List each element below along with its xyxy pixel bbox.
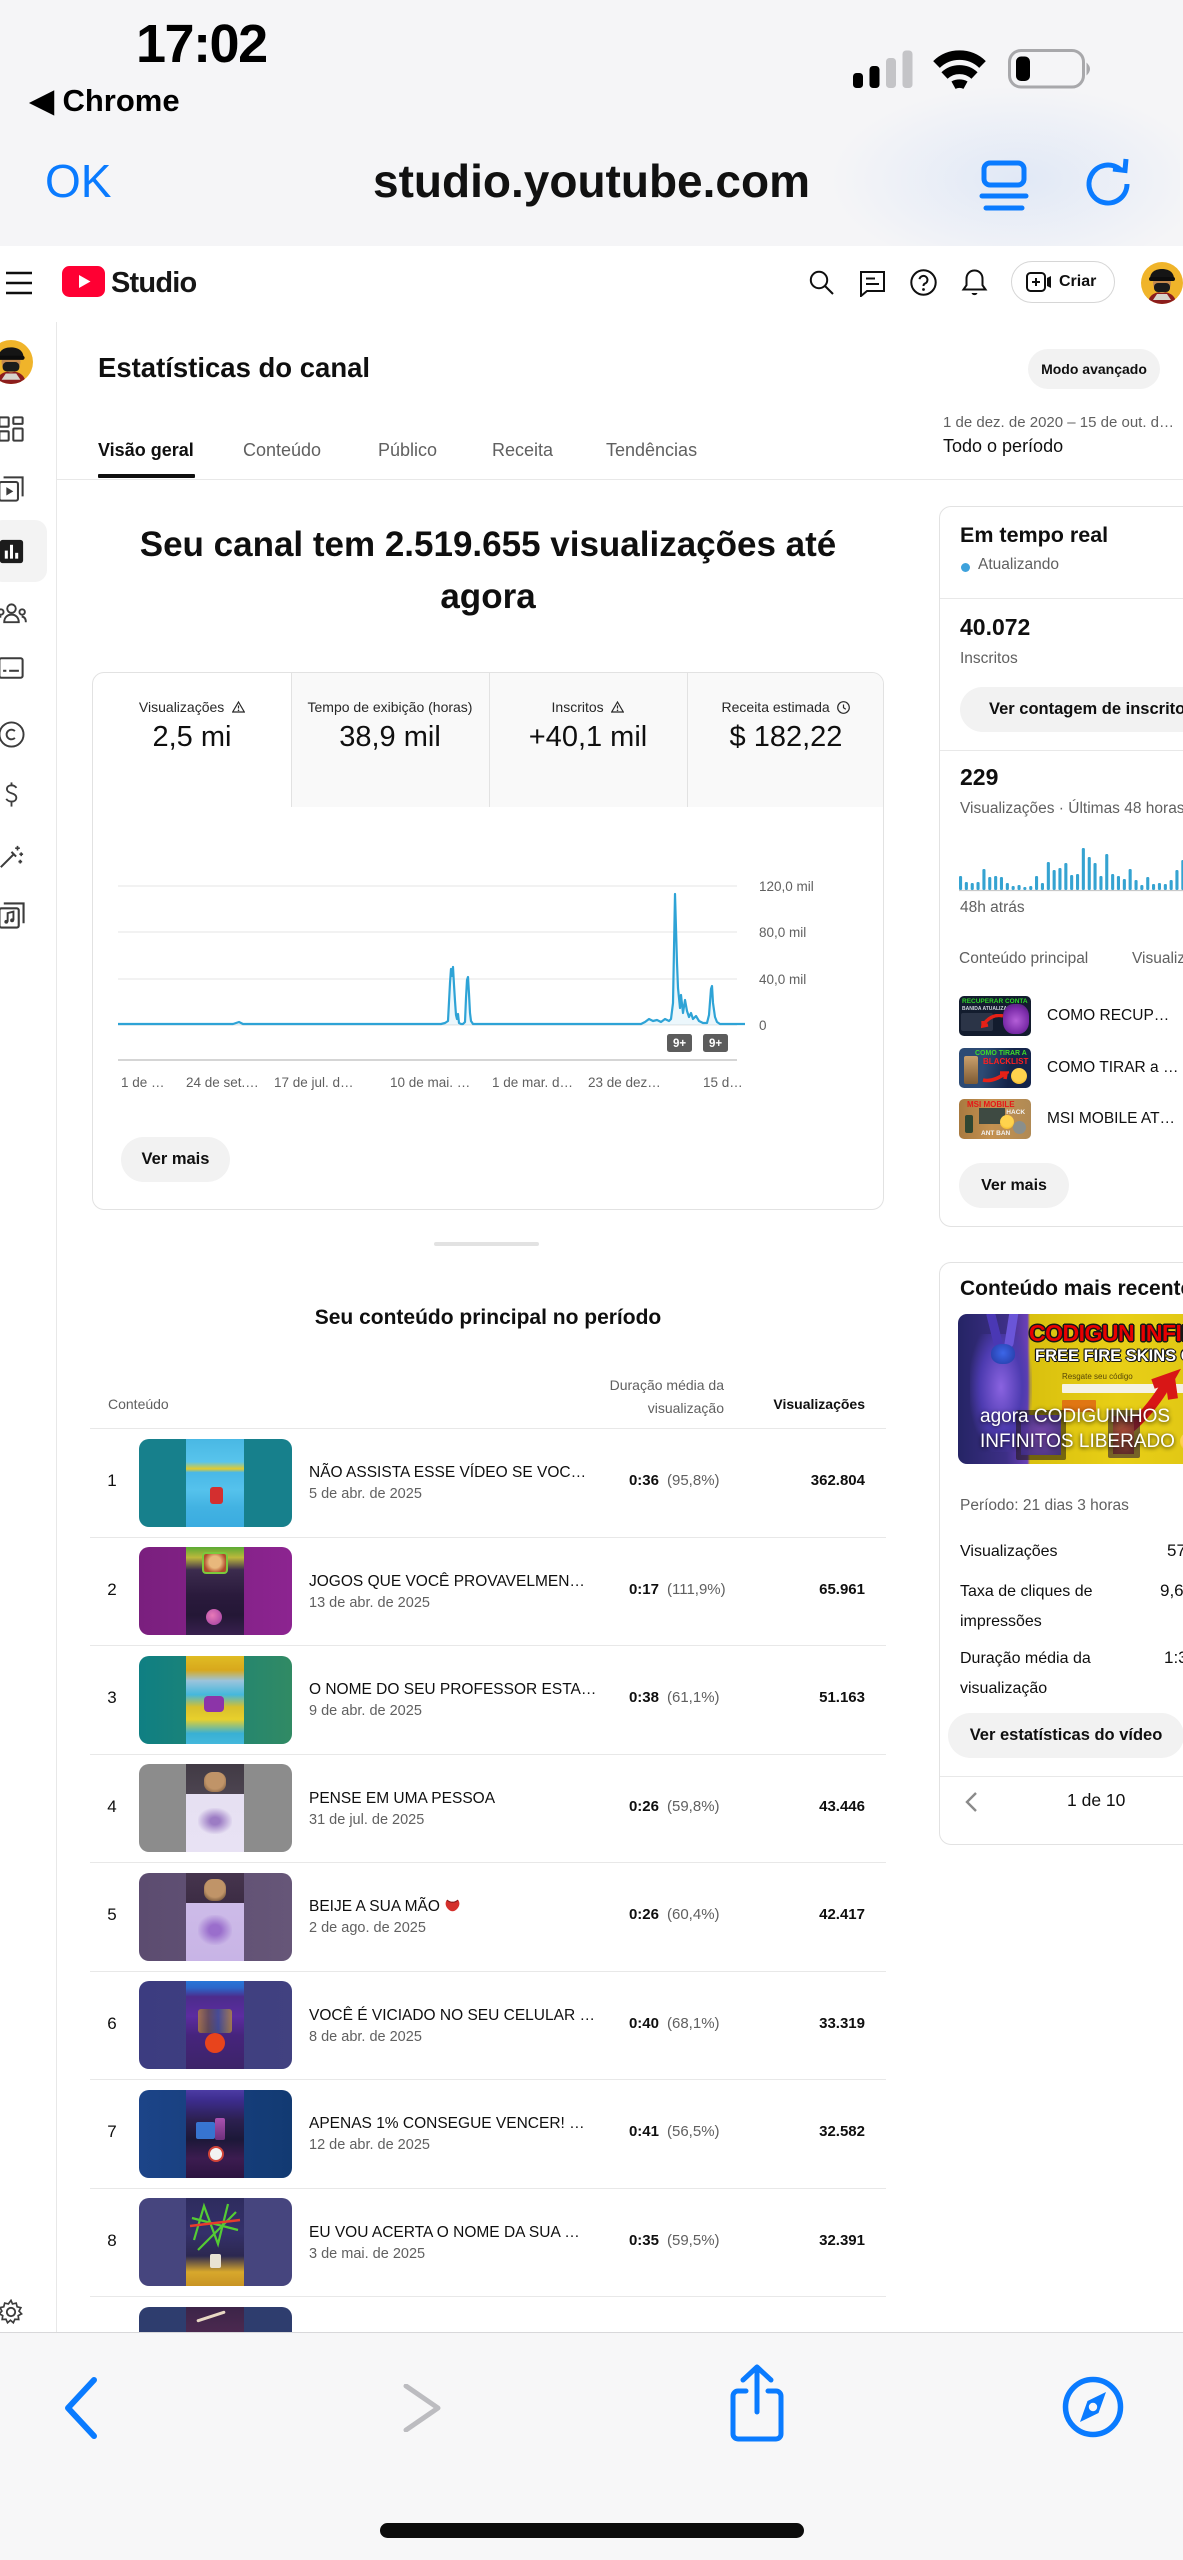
svg-text:9+: 9+ — [709, 1038, 722, 1050]
svg-text:10 de mai. …: 10 de mai. … — [390, 1075, 470, 1090]
svg-text:15 d…: 15 d… — [703, 1075, 743, 1090]
svg-text:1 de mar. d…: 1 de mar. d… — [492, 1075, 573, 1090]
svg-text:23 de dez…: 23 de dez… — [588, 1075, 661, 1090]
svg-text:24 de set.…: 24 de set.… — [186, 1075, 259, 1090]
svg-text:0: 0 — [759, 1018, 767, 1033]
svg-text:9+: 9+ — [673, 1038, 686, 1050]
svg-text:1 de …: 1 de … — [121, 1075, 165, 1090]
svg-text:17 de jul. d…: 17 de jul. d… — [274, 1075, 354, 1090]
svg-text:40,0 mil: 40,0 mil — [759, 972, 806, 987]
svg-text:120,0 mil: 120,0 mil — [759, 879, 814, 894]
svg-text:80,0 mil: 80,0 mil — [759, 925, 806, 940]
